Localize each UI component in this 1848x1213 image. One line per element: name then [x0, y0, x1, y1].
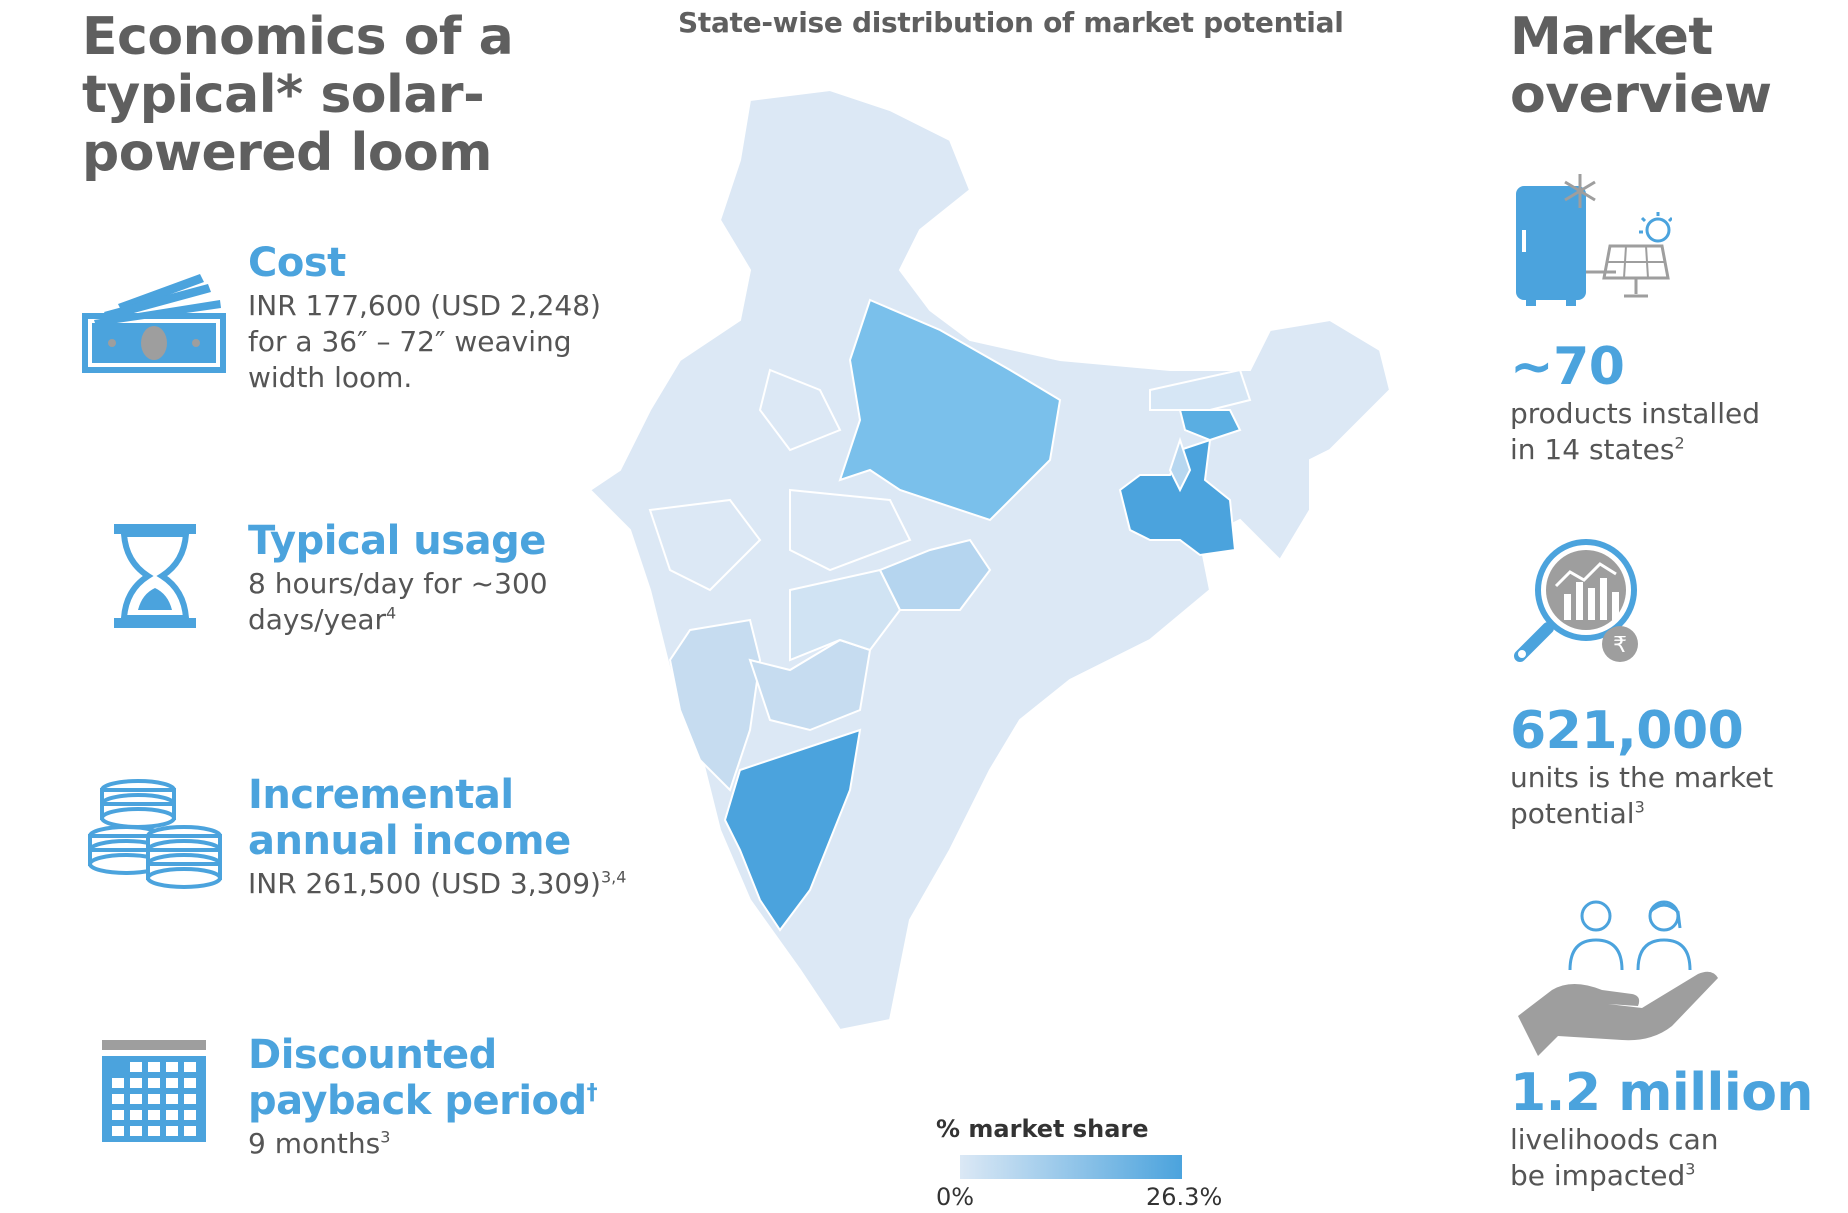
- income-body: INR 261,500 (USD 3,309)3,4: [248, 867, 627, 900]
- stat-livelihoods-label: livelihoods can be impacted3: [1510, 1123, 1719, 1192]
- usage-item: Typical usage 8 hours/day for ~300 days/…: [248, 518, 548, 638]
- india-state-map: [588, 70, 1430, 1060]
- stat-market-potential-label: units is the market potential3: [1510, 761, 1774, 830]
- legend-title: % market share: [936, 1115, 1149, 1143]
- left-heading: Economics of a typical* solar- powered l…: [82, 7, 514, 183]
- stat-products-value: ~70: [1510, 337, 1625, 397]
- fridge-solar-icon: [1512, 172, 1674, 308]
- stat-products-installed: ~70 products installed in 14 states2: [1510, 338, 1760, 468]
- stat-products-label: products installed in 14 states2: [1510, 397, 1760, 466]
- payback-body: 9 months3: [248, 1127, 391, 1160]
- legend-min-label: 0%: [936, 1183, 975, 1211]
- usage-title: Typical usage: [248, 518, 546, 564]
- cash-icon: [82, 262, 228, 374]
- cost-body: INR 177,600 (USD 2,248) for a 36″ – 72″ …: [248, 289, 601, 394]
- stat-livelihoods-value: 1.2 million: [1510, 1063, 1813, 1123]
- people-hand-icon: [1512, 898, 1732, 1058]
- right-heading: Market overview: [1510, 7, 1772, 125]
- stat-market-potential: 621,000 units is the market potential3: [1510, 702, 1773, 832]
- legend: % market share 0% 26.3%: [936, 1115, 1236, 1213]
- svg-text:₹: ₹: [1613, 633, 1627, 658]
- payback-item: Discounted payback period† 9 months3: [248, 1032, 598, 1162]
- calendar-icon: [102, 1040, 206, 1144]
- legend-gradient-bar: [960, 1155, 1182, 1179]
- stat-livelihoods: 1.2 million livelihoods can be impacted3: [1510, 1064, 1813, 1194]
- usage-body: 8 hours/day for ~300 days/year4: [248, 567, 548, 636]
- cost-item: Cost INR 177,600 (USD 2,248) for a 36″ –…: [248, 240, 601, 396]
- income-item: Incremental annual income INR 261,500 (U…: [248, 772, 626, 902]
- legend-max-label: 26.3%: [1146, 1183, 1223, 1211]
- hourglass-icon: [112, 522, 198, 630]
- stat-market-potential-value: 621,000: [1510, 701, 1744, 761]
- payback-title: Discounted payback period†: [248, 1032, 598, 1124]
- coins-icon: [86, 778, 226, 896]
- income-title: Incremental annual income: [248, 772, 571, 864]
- cost-title: Cost: [248, 240, 346, 286]
- market-analysis-icon: ₹: [1512, 534, 1652, 670]
- map-title: State-wise distribution of market potent…: [678, 6, 1344, 39]
